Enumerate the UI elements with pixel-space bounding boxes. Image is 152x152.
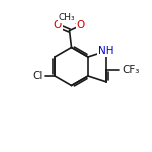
Text: CF₃: CF₃ <box>122 65 140 75</box>
Text: O: O <box>76 21 85 31</box>
Text: O: O <box>53 21 62 31</box>
Text: NH: NH <box>98 46 114 56</box>
Text: Cl: Cl <box>32 71 42 81</box>
Text: CH₃: CH₃ <box>58 13 75 22</box>
